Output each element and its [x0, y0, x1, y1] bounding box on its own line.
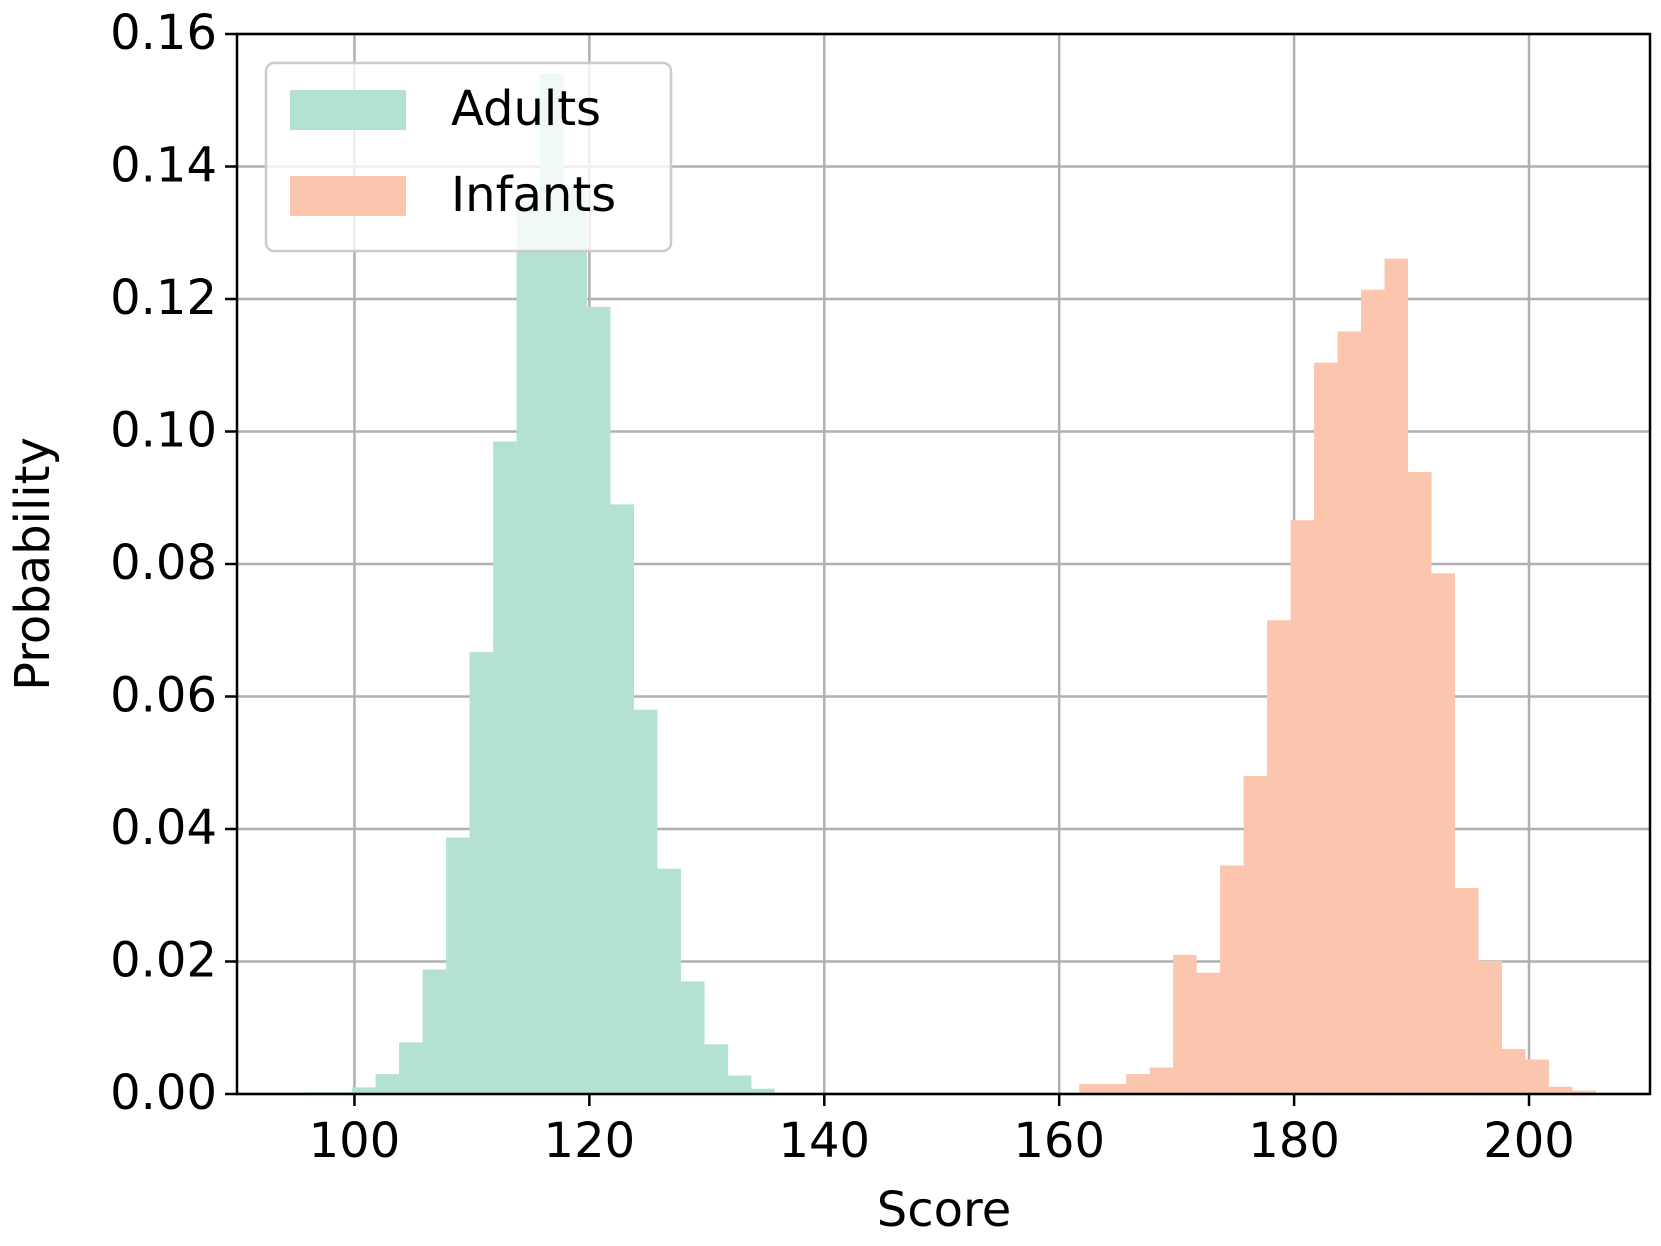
- bar: [1079, 1084, 1103, 1094]
- bar: [1173, 954, 1197, 1094]
- legend-swatch: [290, 176, 406, 216]
- bar: [399, 1042, 423, 1094]
- bar: [1525, 1059, 1549, 1094]
- bar: [1384, 258, 1409, 1094]
- bar: [1337, 331, 1362, 1094]
- bar: [1220, 865, 1244, 1094]
- bar: [1149, 1067, 1174, 1094]
- bar: [1290, 520, 1315, 1094]
- bar: [657, 868, 681, 1094]
- bar: [1314, 362, 1338, 1095]
- bar: [1126, 1074, 1150, 1094]
- y-axis-label: Probability: [5, 437, 61, 691]
- x-tick-label: 180: [1248, 1113, 1340, 1169]
- bar: [680, 981, 705, 1094]
- y-tick-label: 0.08: [110, 535, 217, 591]
- plot-frame: [235, 32, 1652, 1096]
- y-tick-label: 0.06: [110, 668, 217, 724]
- y-tick-label: 0.12: [110, 270, 217, 326]
- x-tick-label: 100: [309, 1113, 401, 1169]
- bar: [727, 1075, 752, 1094]
- bar: [704, 1044, 728, 1094]
- y-tick-label: 0.00: [110, 1065, 217, 1121]
- y-tick-label: 0.04: [110, 800, 217, 856]
- bar: [1196, 972, 1221, 1094]
- x-tick-label: 200: [1483, 1113, 1575, 1169]
- y-tick-label: 0.02: [110, 933, 217, 989]
- bar: [422, 969, 447, 1094]
- legend-label: Infants: [451, 167, 616, 223]
- bar: [1455, 887, 1479, 1094]
- x-tick-label: 160: [1013, 1113, 1105, 1169]
- bar: [1243, 776, 1268, 1094]
- bar: [352, 1087, 376, 1094]
- x-tick-label: 140: [778, 1113, 870, 1169]
- bar: [540, 73, 564, 1094]
- bars: [305, 73, 1596, 1095]
- bar: [610, 504, 635, 1094]
- y-tick-label: 0.10: [110, 403, 217, 459]
- bar: [1572, 1090, 1596, 1094]
- bar: [1267, 620, 1291, 1094]
- bar: [634, 709, 658, 1094]
- bar: [493, 441, 517, 1094]
- bar: [1431, 573, 1456, 1094]
- legend: Adults Infants: [264, 61, 673, 253]
- x-axis-label: Score: [877, 1182, 1011, 1238]
- bar: [469, 652, 494, 1094]
- bar: [751, 1088, 775, 1094]
- legend-label: Adults: [451, 81, 601, 137]
- bar: [1502, 1048, 1526, 1094]
- bar: [1548, 1086, 1573, 1094]
- x-tick-label: 120: [544, 1113, 636, 1169]
- bar: [446, 837, 470, 1094]
- legend-swatch: [290, 90, 406, 130]
- bar: [375, 1074, 400, 1094]
- bar: [1478, 960, 1503, 1094]
- bar: [563, 186, 588, 1094]
- bar: [587, 306, 611, 1094]
- bar: [516, 199, 541, 1094]
- y-tick-label: 0.16: [110, 5, 217, 61]
- bar: [1408, 471, 1432, 1095]
- bar: [1361, 289, 1385, 1095]
- bar: [1102, 1084, 1127, 1094]
- y-tick-label: 0.14: [110, 138, 217, 194]
